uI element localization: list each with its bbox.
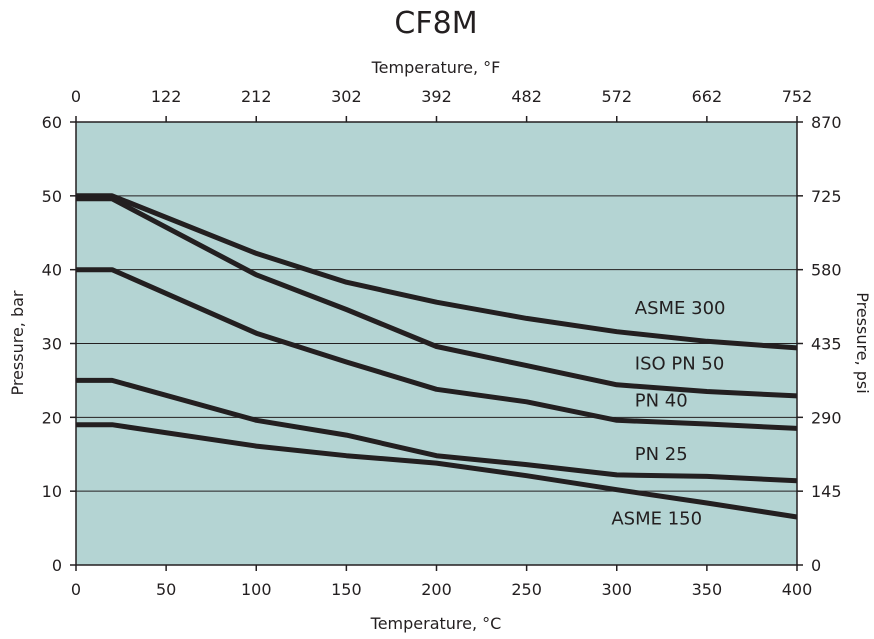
x2-tick-label: 302 bbox=[331, 87, 362, 106]
y2-tick-label: 580 bbox=[811, 261, 842, 280]
x2-tick-label: 572 bbox=[601, 87, 632, 106]
x2-tick-label: 392 bbox=[421, 87, 452, 106]
y-tick-label: 10 bbox=[42, 482, 62, 501]
y2-tick-label: 145 bbox=[811, 482, 842, 501]
x2-tick-label: 752 bbox=[782, 87, 813, 106]
y-tick-label: 30 bbox=[42, 335, 62, 354]
x-tick-label: 350 bbox=[692, 580, 723, 599]
x2-tick-label: 122 bbox=[151, 87, 182, 106]
x-axis-title: Temperature, °C bbox=[370, 614, 502, 633]
x-tick-label: 100 bbox=[241, 580, 272, 599]
series-line-pn-25 bbox=[76, 377, 798, 484]
chart-title: CF8M bbox=[394, 6, 477, 41]
x-tick-label: 200 bbox=[421, 580, 452, 599]
series-line-iso-pn-50 bbox=[76, 196, 798, 399]
series-label-pn-25: PN 25 bbox=[635, 444, 688, 465]
y2-tick-label: 435 bbox=[811, 335, 842, 354]
y2-axis-title: Pressure, psi bbox=[853, 292, 872, 393]
series-line-pn-40 bbox=[76, 267, 798, 431]
y-tick-label: 20 bbox=[42, 408, 62, 427]
series-label-pn-40: PN 40 bbox=[635, 390, 688, 411]
x2-tick-label: 0 bbox=[71, 87, 81, 106]
y2-tick-label: 870 bbox=[811, 113, 842, 132]
y2-tick-label: 0 bbox=[811, 556, 821, 575]
series-label-asme-150: ASME 150 bbox=[611, 508, 702, 529]
y-tick-label: 40 bbox=[42, 261, 62, 280]
x2-tick-label: 212 bbox=[241, 87, 272, 106]
x-tick-label: 250 bbox=[511, 580, 542, 599]
y-axis-title: Pressure, bar bbox=[8, 290, 27, 395]
y2-tick-label: 725 bbox=[811, 187, 842, 206]
x-tick-label: 50 bbox=[156, 580, 176, 599]
x2-axis-title: Temperature, °F bbox=[371, 58, 501, 77]
y-tick-label: 50 bbox=[42, 187, 62, 206]
x2-tick-label: 662 bbox=[692, 87, 723, 106]
x-tick-label: 0 bbox=[71, 580, 81, 599]
x2-tick-label: 482 bbox=[511, 87, 542, 106]
y2-tick-label: 290 bbox=[811, 408, 842, 427]
y-tick-label: 0 bbox=[52, 556, 62, 575]
series-line-asme-300 bbox=[76, 193, 798, 351]
gridlines bbox=[76, 195, 797, 492]
series-label-iso-pn-50: ISO PN 50 bbox=[635, 353, 725, 374]
x-tick-label: 400 bbox=[782, 580, 813, 599]
y-tick-label: 60 bbox=[42, 113, 62, 132]
x-tick-label: 300 bbox=[601, 580, 632, 599]
series-line-asme-150 bbox=[76, 422, 798, 520]
x-tick-label: 150 bbox=[331, 580, 362, 599]
axis-ticks: 0 10 20 30 40 50 60 0 145 290 435 580 725 870 0 50 100 15… bbox=[42, 87, 842, 599]
series-label-asme-300: ASME 300 bbox=[635, 298, 726, 319]
series-labels: ASME 300 ISO PN 50 PN 40 PN 25 ASME 150 bbox=[611, 298, 725, 529]
series-lines bbox=[76, 193, 798, 520]
